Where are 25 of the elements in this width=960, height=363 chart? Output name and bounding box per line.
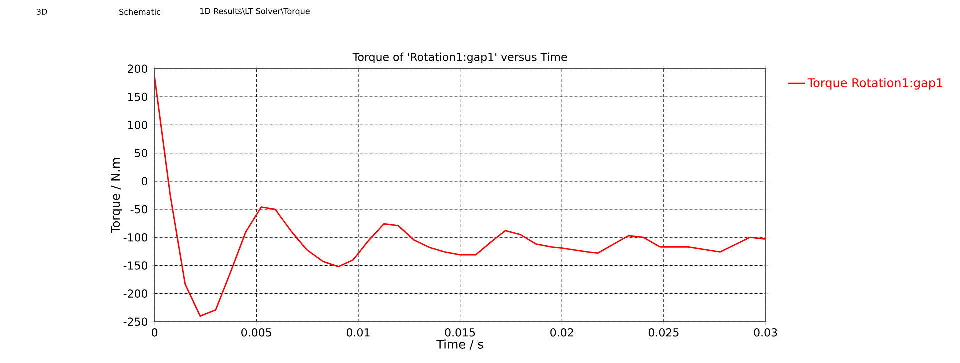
y-tick-label: -200	[124, 290, 148, 298]
legend-label: Torque Rotation1:gap1	[808, 78, 943, 90]
text: 3D	[37, 8, 48, 16]
y-axis-title: Torque / N.m	[111, 158, 122, 234]
text: 1D Results\LT Solver\Torque	[200, 8, 310, 16]
x-tick-label: 0.02	[550, 328, 574, 337]
line-series	[154, 76, 766, 318]
text: Schematic	[120, 8, 160, 16]
x-tick-label: 0	[152, 328, 158, 337]
x-tick-label: 0.03	[754, 328, 778, 337]
y-tick-label: 200	[128, 64, 148, 74]
y-tick-label: -50	[130, 205, 148, 214]
y-tick-label: 150	[128, 92, 148, 102]
x-tick-label: 0.015	[445, 328, 476, 337]
y-tick-label: -250	[124, 318, 148, 326]
y-tick-label: 0	[142, 177, 148, 186]
y-tick-label: -150	[124, 262, 148, 270]
x-tick-label: 0.025	[648, 328, 679, 337]
x-tick-label: 0.01	[346, 328, 370, 337]
y-tick-label: 100	[128, 121, 148, 130]
x-tick-label: 0.005	[242, 328, 272, 337]
x-axis-title: Time / s	[436, 340, 484, 350]
y-tick-label: 50	[135, 149, 148, 158]
y-tick-label: -100	[124, 233, 148, 242]
chart-title: Torque of 'Rotation1:gap1' versus Time	[352, 52, 568, 64]
